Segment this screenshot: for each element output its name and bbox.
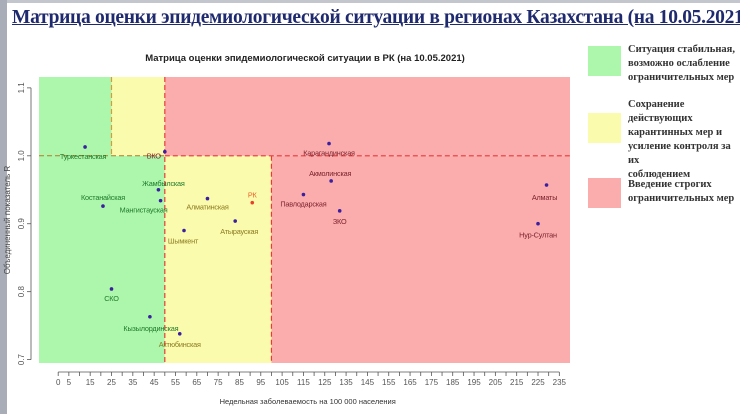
y-tick-label: 1.0 — [17, 150, 26, 162]
data-point — [83, 145, 87, 149]
x-tick-label: 105 — [275, 378, 289, 387]
y-tick-label: 0.8 — [17, 286, 26, 298]
x-tick-label: 115 — [297, 378, 310, 387]
data-label: Павлодарская — [280, 200, 326, 209]
data-point — [329, 179, 333, 183]
data-point — [101, 204, 105, 208]
x-tick-label: 135 — [339, 378, 353, 387]
x-tick-label: 25 — [107, 378, 116, 387]
chart-title: Матрица оценки эпидемиологической ситуац… — [145, 53, 465, 64]
data-label: ЗКО — [333, 217, 347, 226]
left-border — [0, 0, 7, 414]
data-point — [182, 228, 186, 233]
zone-green — [39, 77, 112, 363]
data-label: Мангистауская — [120, 206, 168, 215]
legend-swatch-red — [588, 178, 621, 208]
data-point — [109, 287, 114, 291]
data-point — [163, 149, 167, 154]
data-label: Алматы — [532, 193, 557, 202]
top-border — [0, 0, 740, 3]
x-tick-label: 5 — [67, 378, 72, 387]
data-label: Атырауская — [220, 227, 258, 236]
y-tick-label: 0.7 — [17, 353, 26, 365]
x-tick-label: 95 — [256, 378, 265, 387]
data-point — [233, 219, 237, 223]
x-tick-label: 235 — [553, 378, 567, 387]
x-tick-label: 145 — [361, 378, 375, 387]
zone-yellow — [164, 155, 272, 363]
x-tick-label: 215 — [510, 378, 524, 387]
data-label: Шымкент — [168, 237, 199, 246]
y-tick-label: 1.1 — [17, 82, 26, 94]
x-tick-label: 185 — [446, 378, 460, 387]
data-point — [544, 183, 549, 187]
x-tick-label: 225 — [531, 378, 545, 387]
data-point — [327, 141, 331, 146]
data-label: Туркестанская — [60, 152, 107, 161]
y-axis-label: Объединенный показатель R — [3, 166, 12, 275]
x-tick-label: 85 — [235, 378, 244, 387]
x-tick-label: 195 — [467, 378, 481, 387]
x-tick-label: 55 — [171, 378, 180, 387]
data-label: ВКО — [147, 152, 162, 161]
data-label: СКО — [104, 294, 119, 303]
zone-red — [164, 77, 570, 156]
legend-swatch-green — [588, 46, 621, 76]
x-tick-label: 155 — [382, 378, 396, 387]
data-point — [205, 196, 210, 201]
x-tick-label: 125 — [318, 378, 332, 387]
data-point — [250, 200, 255, 205]
y-tick-label: 0.9 — [17, 218, 26, 230]
data-point — [301, 192, 306, 197]
data-label: Акмолинская — [309, 169, 351, 178]
legend-swatch-yellow — [588, 113, 621, 143]
data-label: Нур-Султан — [519, 231, 557, 240]
data-point — [536, 221, 540, 226]
data-label: Кызылординская — [123, 324, 178, 333]
data-point — [337, 209, 342, 213]
data-point — [177, 331, 182, 336]
page-title: Матрица оценки эпидемиологической ситуац… — [12, 7, 740, 28]
data-point — [148, 315, 152, 319]
x-tick-label: 35 — [128, 378, 137, 387]
legend-label-green: Ситуация стабильная, возможно ослабление… — [628, 44, 735, 83]
data-label: Костанайская — [81, 193, 125, 202]
legend-label-yellow: Сохранение действующих карантинных мер и… — [628, 99, 731, 180]
legend-label-red: Введение строгих ограничительных мер — [628, 179, 735, 204]
x-tick-label: 175 — [425, 378, 439, 387]
data-point — [156, 187, 161, 192]
data-label: РК — [248, 191, 258, 200]
data-label: Жамбылская — [142, 179, 185, 188]
zone-green — [111, 155, 165, 363]
zone-red — [271, 155, 570, 363]
data-point — [158, 198, 163, 203]
zone-yellow — [111, 77, 165, 156]
x-tick-label: 0 — [56, 378, 61, 387]
x-tick-label: 205 — [489, 378, 503, 387]
data-label: Актюбинская — [159, 340, 201, 349]
x-tick-label: 65 — [192, 378, 201, 387]
data-label: Карагандинская — [303, 149, 355, 158]
x-tick-label: 165 — [403, 378, 417, 387]
x-tick-label: 75 — [214, 378, 223, 387]
x-tick-label: 15 — [86, 378, 95, 387]
x-axis-label: Недельная заболеваемость на 100 000 насе… — [220, 397, 396, 406]
data-label: Алматинская — [186, 203, 229, 212]
x-tick-label: 45 — [150, 378, 159, 387]
